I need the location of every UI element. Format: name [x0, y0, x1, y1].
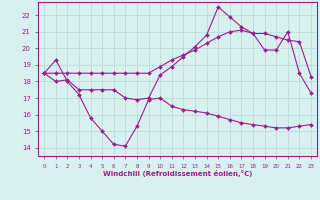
X-axis label: Windchill (Refroidissement éolien,°C): Windchill (Refroidissement éolien,°C): [103, 170, 252, 177]
